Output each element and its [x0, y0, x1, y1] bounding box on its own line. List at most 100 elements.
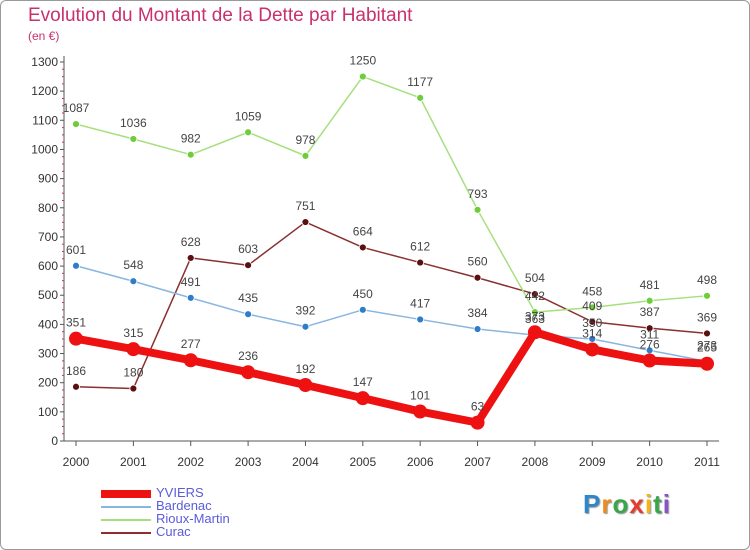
data-label: 504 — [525, 271, 545, 285]
x-tick-label: 2000 — [63, 455, 90, 469]
data-label: 101 — [410, 389, 430, 403]
series-line-rioux-martin — [75, 75, 708, 313]
x-tick-label: 2009 — [579, 455, 606, 469]
data-point-yviers — [413, 404, 428, 419]
data-point-yviers — [642, 353, 657, 368]
y-tick-label: 700 — [38, 230, 58, 244]
legend-label: Curac — [156, 524, 191, 539]
y-tick-label: 1300 — [31, 55, 58, 69]
data-label: 180 — [123, 366, 143, 380]
data-point-rioux-martin — [186, 150, 195, 159]
x-tick-label: 2008 — [522, 455, 549, 469]
data-point-rioux-martin — [301, 151, 310, 160]
y-tick-label: 1200 — [31, 84, 58, 98]
x-tick-label: 2004 — [292, 455, 319, 469]
data-point-bardenac — [358, 305, 367, 314]
x-tick-label: 2010 — [636, 455, 663, 469]
data-point-rioux-martin — [72, 120, 80, 128]
data-point-rioux-martin — [129, 135, 138, 143]
data-label: 491 — [181, 275, 201, 289]
legend-swatch — [101, 532, 151, 534]
data-point-curac — [703, 329, 711, 338]
logo-letter: P — [583, 489, 602, 519]
data-point-yviers — [527, 325, 542, 340]
data-point-curac — [531, 290, 539, 298]
chart-title: Evolution du Montant de la Dette par Hab… — [28, 5, 413, 26]
x-tick-label: 2011 — [694, 455, 720, 469]
x-tick-label: 2005 — [349, 455, 376, 469]
data-point-rioux-martin — [645, 296, 654, 305]
data-point-yviers — [700, 356, 714, 371]
y-tick-label: 1000 — [31, 142, 58, 156]
data-label: 481 — [640, 278, 660, 292]
series-line-curac — [75, 221, 708, 390]
y-tick-label: 0 — [51, 434, 58, 448]
y-tick-label: 900 — [38, 172, 58, 186]
legend-label: Rioux-Martin — [156, 511, 230, 526]
data-label: 982 — [181, 132, 201, 146]
data-label: 442 — [525, 289, 545, 303]
data-point-bardenac — [301, 322, 310, 331]
data-label: 603 — [238, 242, 258, 256]
data-label: 373 — [525, 309, 545, 323]
data-point-yviers — [69, 331, 83, 346]
data-point-yviers — [355, 391, 370, 406]
y-tick-label: 500 — [38, 288, 58, 302]
proxiti-logo: Proxiti — [583, 489, 671, 520]
x-tick-label: 2001 — [120, 455, 147, 469]
data-point-yviers — [241, 365, 256, 380]
logo-letter: r — [601, 489, 613, 519]
chart-subtitle: (en €) — [28, 29, 60, 43]
data-label: 273 — [697, 338, 717, 352]
data-label: 417 — [410, 296, 430, 310]
legend-swatch — [101, 519, 151, 521]
data-point-rioux-martin — [473, 205, 482, 214]
data-label: 363 — [525, 312, 545, 326]
legend-label: Bardenac — [156, 498, 212, 513]
data-point-curac — [244, 261, 252, 270]
data-point-rioux-martin — [703, 291, 711, 300]
data-label: 664 — [353, 224, 373, 238]
data-label: 978 — [295, 133, 315, 147]
data-point-rioux-martin — [244, 128, 252, 137]
legend-swatch — [101, 506, 151, 508]
data-point-curac — [588, 317, 597, 326]
data-point-bardenac — [416, 315, 425, 324]
data-label: 1250 — [349, 54, 376, 68]
data-point-curac — [645, 324, 654, 333]
y-tick-label: 800 — [38, 201, 58, 215]
data-point-yviers — [183, 353, 198, 368]
data-point-curac — [301, 218, 310, 226]
data-label: 277 — [181, 337, 201, 351]
data-label: 498 — [697, 273, 717, 287]
data-label: 186 — [66, 364, 86, 378]
data-label: 1087 — [63, 101, 90, 115]
data-point-yviers — [470, 415, 485, 430]
data-point-curac — [473, 273, 482, 282]
data-label: 314 — [582, 326, 602, 340]
y-tick-label: 1100 — [32, 113, 58, 127]
data-label: 409 — [582, 299, 602, 313]
data-label: 147 — [353, 375, 373, 389]
data-label: 236 — [238, 349, 258, 363]
data-label: 458 — [582, 284, 602, 298]
logo-letter: x — [629, 489, 645, 519]
data-point-rioux-martin — [358, 72, 367, 81]
logo-letter: o — [612, 489, 630, 519]
data-label: 435 — [238, 291, 258, 305]
data-label: 560 — [468, 255, 488, 269]
series-line-yviers — [72, 328, 711, 427]
data-label: 1177 — [407, 75, 433, 89]
series-line-bardenac — [75, 265, 708, 363]
data-point-curac — [186, 254, 195, 262]
data-point-bardenac — [244, 310, 252, 319]
data-label: 384 — [468, 306, 488, 320]
y-tick-label: 300 — [38, 347, 58, 361]
data-point-yviers — [298, 378, 313, 393]
data-label: 793 — [468, 187, 488, 201]
data-point-bardenac — [129, 277, 138, 286]
data-point-curac — [129, 384, 138, 393]
x-tick-label: 2007 — [464, 455, 491, 469]
data-label: 369 — [697, 310, 717, 324]
